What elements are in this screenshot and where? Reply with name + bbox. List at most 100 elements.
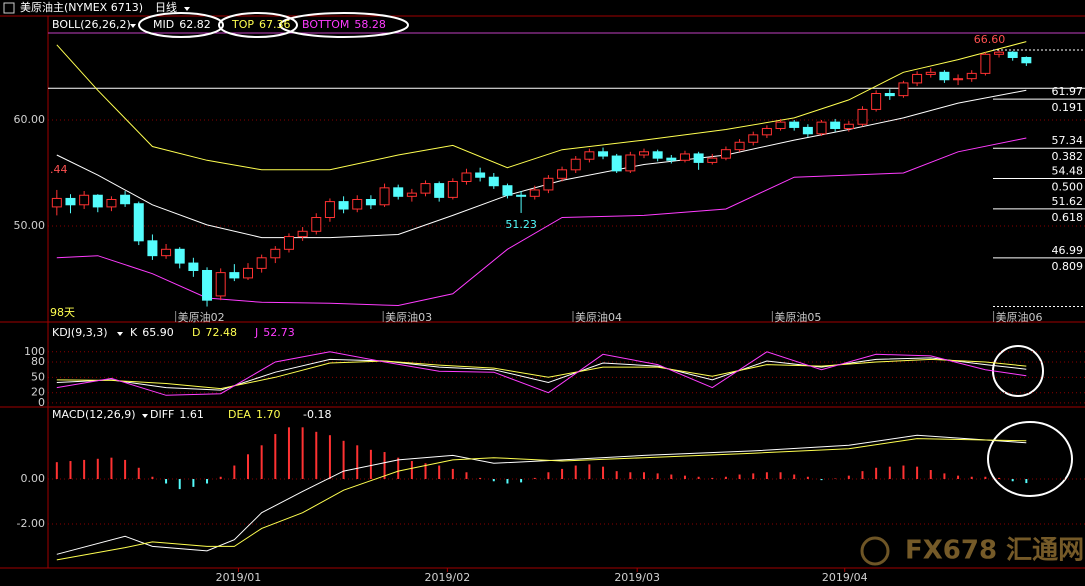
candle-body <box>953 78 964 81</box>
retracement-price: 46.99 <box>1052 244 1084 257</box>
legend-value: 72.48 <box>205 326 237 339</box>
candle-body <box>720 149 731 159</box>
retracement-ratio: 0.382 <box>1052 150 1084 163</box>
candle-body <box>925 71 936 75</box>
candle-body <box>830 121 841 129</box>
candle-body <box>420 183 431 194</box>
x-tick-label: 2019/04 <box>822 571 868 584</box>
legend-value: 65.90 <box>142 326 174 339</box>
indicator-dropdown[interactable] <box>130 24 136 28</box>
menu-icon[interactable] <box>3 2 15 14</box>
legend-value: 1.61 <box>179 408 204 421</box>
candle-body <box>324 201 335 219</box>
legend-value: 52.73 <box>263 326 295 339</box>
contract-label: 美原油02 <box>178 310 225 324</box>
candle-body <box>406 192 417 197</box>
candle-body <box>761 127 772 136</box>
candle-body <box>434 183 445 198</box>
chart-title: 美原油主(NYMEX 6713) <box>20 0 143 14</box>
price-annotation: 51.23 <box>505 218 537 231</box>
contract-label: 美原油06 <box>996 310 1043 324</box>
candle-body <box>802 126 813 135</box>
contract-label: 美原油03 <box>385 310 432 324</box>
period-dropdown[interactable] <box>184 7 190 11</box>
candle-body <box>475 172 486 178</box>
retracement-price: 57.34 <box>1052 134 1084 147</box>
candle-body <box>79 194 90 206</box>
series-line <box>56 351 1027 396</box>
y-tick-label: 20 <box>31 386 45 399</box>
candle-body <box>707 157 718 163</box>
legend-name: D <box>192 326 200 339</box>
candle-body <box>270 248 281 259</box>
candle-body <box>598 151 609 157</box>
indicator-label: KDJ(9,3,3) <box>52 326 108 339</box>
series-line <box>56 41 1027 171</box>
retracement-price: 51.62 <box>1052 195 1084 208</box>
retracement-ratio: 0.500 <box>1052 181 1084 194</box>
legend-name: BOTTOM <box>302 18 349 31</box>
candle-body <box>297 230 308 238</box>
candle-body <box>994 51 1005 55</box>
candle-body <box>1007 51 1018 58</box>
candle-body <box>748 134 759 143</box>
watermark-logo <box>860 536 890 566</box>
candle-body <box>816 121 827 135</box>
candle-body <box>570 158 581 171</box>
contract-label: 美原油05 <box>774 310 821 324</box>
retracement-ratio: 0.809 <box>1052 260 1084 273</box>
candle-body <box>243 267 253 279</box>
legend-entry: TOP 67.36 <box>231 18 291 31</box>
legend-entry: BOTTOM 58.28 <box>302 18 386 31</box>
candle-body <box>393 187 404 197</box>
candle-body <box>980 53 991 74</box>
candle-body <box>611 155 622 172</box>
watermark: FX678 汇通网 <box>905 536 1084 566</box>
candle-body <box>92 194 103 208</box>
candle-body <box>338 201 349 210</box>
highlight-ellipse <box>218 12 298 38</box>
indicator-dropdown[interactable] <box>142 414 148 418</box>
candle-body <box>679 153 690 161</box>
retracement-ratio: 0.191 <box>1052 101 1084 114</box>
contract-label: 美原油04 <box>575 310 622 324</box>
legend-entry: D 72.48 <box>192 326 237 339</box>
series-line <box>56 434 1027 555</box>
legend-entry: K 65.90 <box>130 326 174 339</box>
candle-body <box>106 198 117 208</box>
candle-body <box>529 189 540 197</box>
series-line <box>56 137 1027 307</box>
y-tick-label: 0 <box>38 396 45 409</box>
legend-value: 62.82 <box>179 18 211 31</box>
y-tick-label: 60.00 <box>14 113 46 126</box>
candle-body <box>311 217 322 232</box>
indicator-label: BOLL(26,26,2) <box>52 18 131 31</box>
period-label: 日线 <box>155 0 177 14</box>
series-line <box>56 358 1027 390</box>
candle-body <box>120 194 131 205</box>
legend-name: MID <box>153 18 174 31</box>
candle-body <box>966 72 977 80</box>
plot-layer: BOLL(26,26,2) 50.00 60.00 MID 62.82 TOP 67.36 B… <box>14 0 1085 584</box>
legend-value: 1.70 <box>256 408 281 421</box>
candle-body <box>174 248 185 264</box>
histogram-value: -0.18 <box>303 408 331 421</box>
legend-value: 67.36 <box>259 18 291 31</box>
indicator-dropdown[interactable] <box>117 332 123 336</box>
candle-body <box>51 197 62 208</box>
highlight-circle <box>987 421 1073 497</box>
candle-body <box>447 180 458 198</box>
candle-body <box>161 248 172 257</box>
x-tick-label: 2019/03 <box>614 571 660 584</box>
clipped-label: .44 <box>50 163 68 176</box>
series-line <box>56 357 1027 391</box>
y-tick-label: 50.00 <box>14 219 46 232</box>
candle-body <box>584 151 595 160</box>
y-tick-label: 0.00 <box>21 472 46 485</box>
candle-body <box>352 198 363 210</box>
candle-body <box>884 93 895 97</box>
candle-body <box>202 269 213 301</box>
